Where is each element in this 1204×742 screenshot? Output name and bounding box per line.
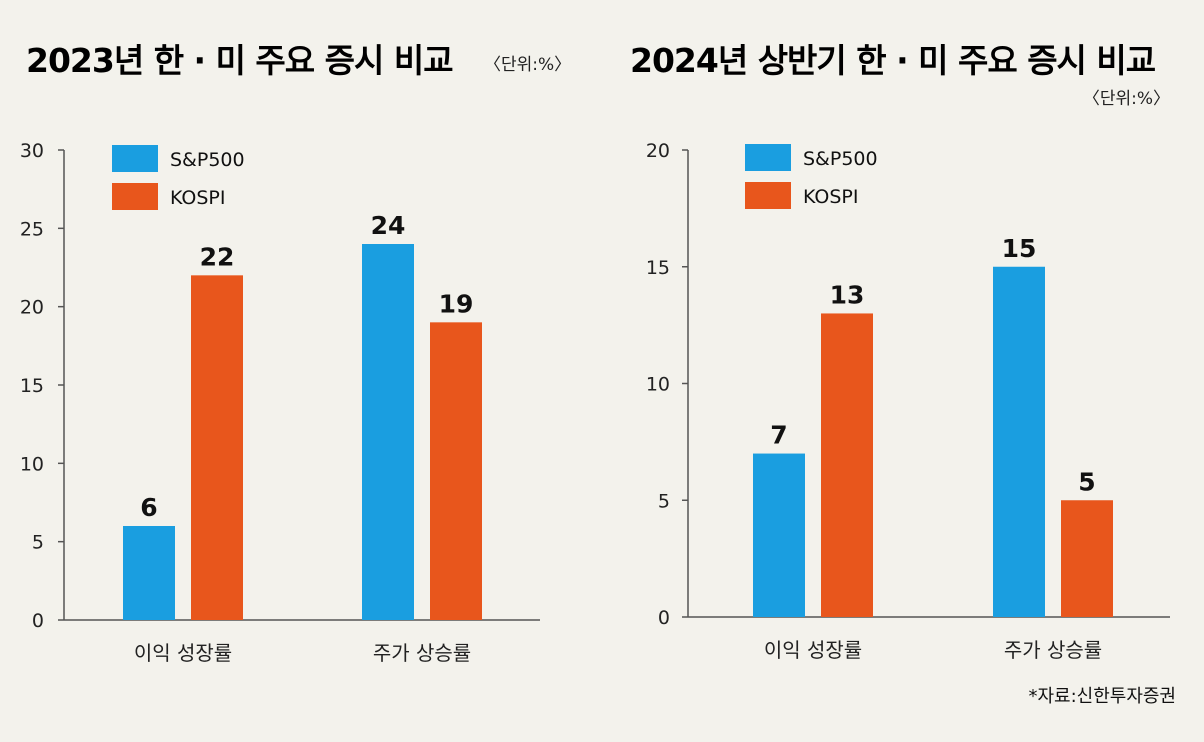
chart1-y-tick-label: 25 <box>20 218 44 240</box>
chart2-data-label: 13 <box>830 280 865 309</box>
chart1-legend-swatch <box>112 183 158 210</box>
chart1-bar <box>123 526 175 620</box>
chart2-y-tick-label: 0 <box>658 607 670 629</box>
chart2-data-label: 15 <box>1002 234 1037 263</box>
chart2-legend-label: KOSPI <box>803 186 859 208</box>
chart1-bar <box>362 244 414 620</box>
chart1-y-tick-label: 30 <box>20 140 44 162</box>
chart1-title: 2023년 한 · 미 주요 증시 비교 <box>26 41 453 80</box>
chart1-y-tick-label: 0 <box>32 610 44 632</box>
chart1-y-tick-label: 10 <box>20 453 44 475</box>
chart1-unit-label: 〈단위:%〉 <box>484 55 571 75</box>
chart1-bar <box>191 275 243 620</box>
chart2-data-label: 7 <box>770 421 787 450</box>
chart2-legend-swatch <box>745 144 791 171</box>
chart2-legend-swatch <box>745 182 791 209</box>
chart1-data-label: 22 <box>200 242 235 271</box>
chart1-data-label: 19 <box>439 289 474 318</box>
chart1-category-label: 주가 상승률 <box>373 641 471 665</box>
chart2-bar <box>993 266 1045 617</box>
chart1-data-label: 6 <box>140 493 157 522</box>
chart1-y-tick-label: 15 <box>20 375 44 397</box>
chart1-legend-label: KOSPI <box>170 187 226 209</box>
chart1-legend-swatch <box>112 145 158 172</box>
chart1-y-tick-label: 20 <box>20 297 44 319</box>
chart1-legend-label: S&P500 <box>170 149 245 171</box>
chart2-y-tick-label: 5 <box>658 490 670 512</box>
chart2-legend-label: S&P500 <box>803 148 878 170</box>
chart2-category-label: 주가 상승률 <box>1004 638 1102 662</box>
chart1-category-label: 이익 성장률 <box>134 641 232 665</box>
chart1-y-tick-label: 5 <box>32 532 44 554</box>
chart2-y-tick-label: 10 <box>646 374 670 396</box>
chart2-bar <box>1061 500 1113 617</box>
chart2-y-tick-label: 20 <box>646 140 670 162</box>
chart2-title: 2024년 상반기 한 · 미 주요 증시 비교 <box>630 41 1156 80</box>
chart2-bar <box>821 313 873 617</box>
chart2-bar <box>753 453 805 617</box>
chart2-data-label: 5 <box>1078 467 1095 496</box>
chart1-data-label: 24 <box>371 211 406 240</box>
source-note: *자료:신한투자증권 <box>1028 686 1176 707</box>
chart2-unit-label: 〈단위:%〉 <box>1083 89 1170 109</box>
chart2-category-label: 이익 성장률 <box>764 638 862 662</box>
chart2-y-tick-label: 15 <box>646 257 670 279</box>
chart1-bar <box>430 322 482 620</box>
